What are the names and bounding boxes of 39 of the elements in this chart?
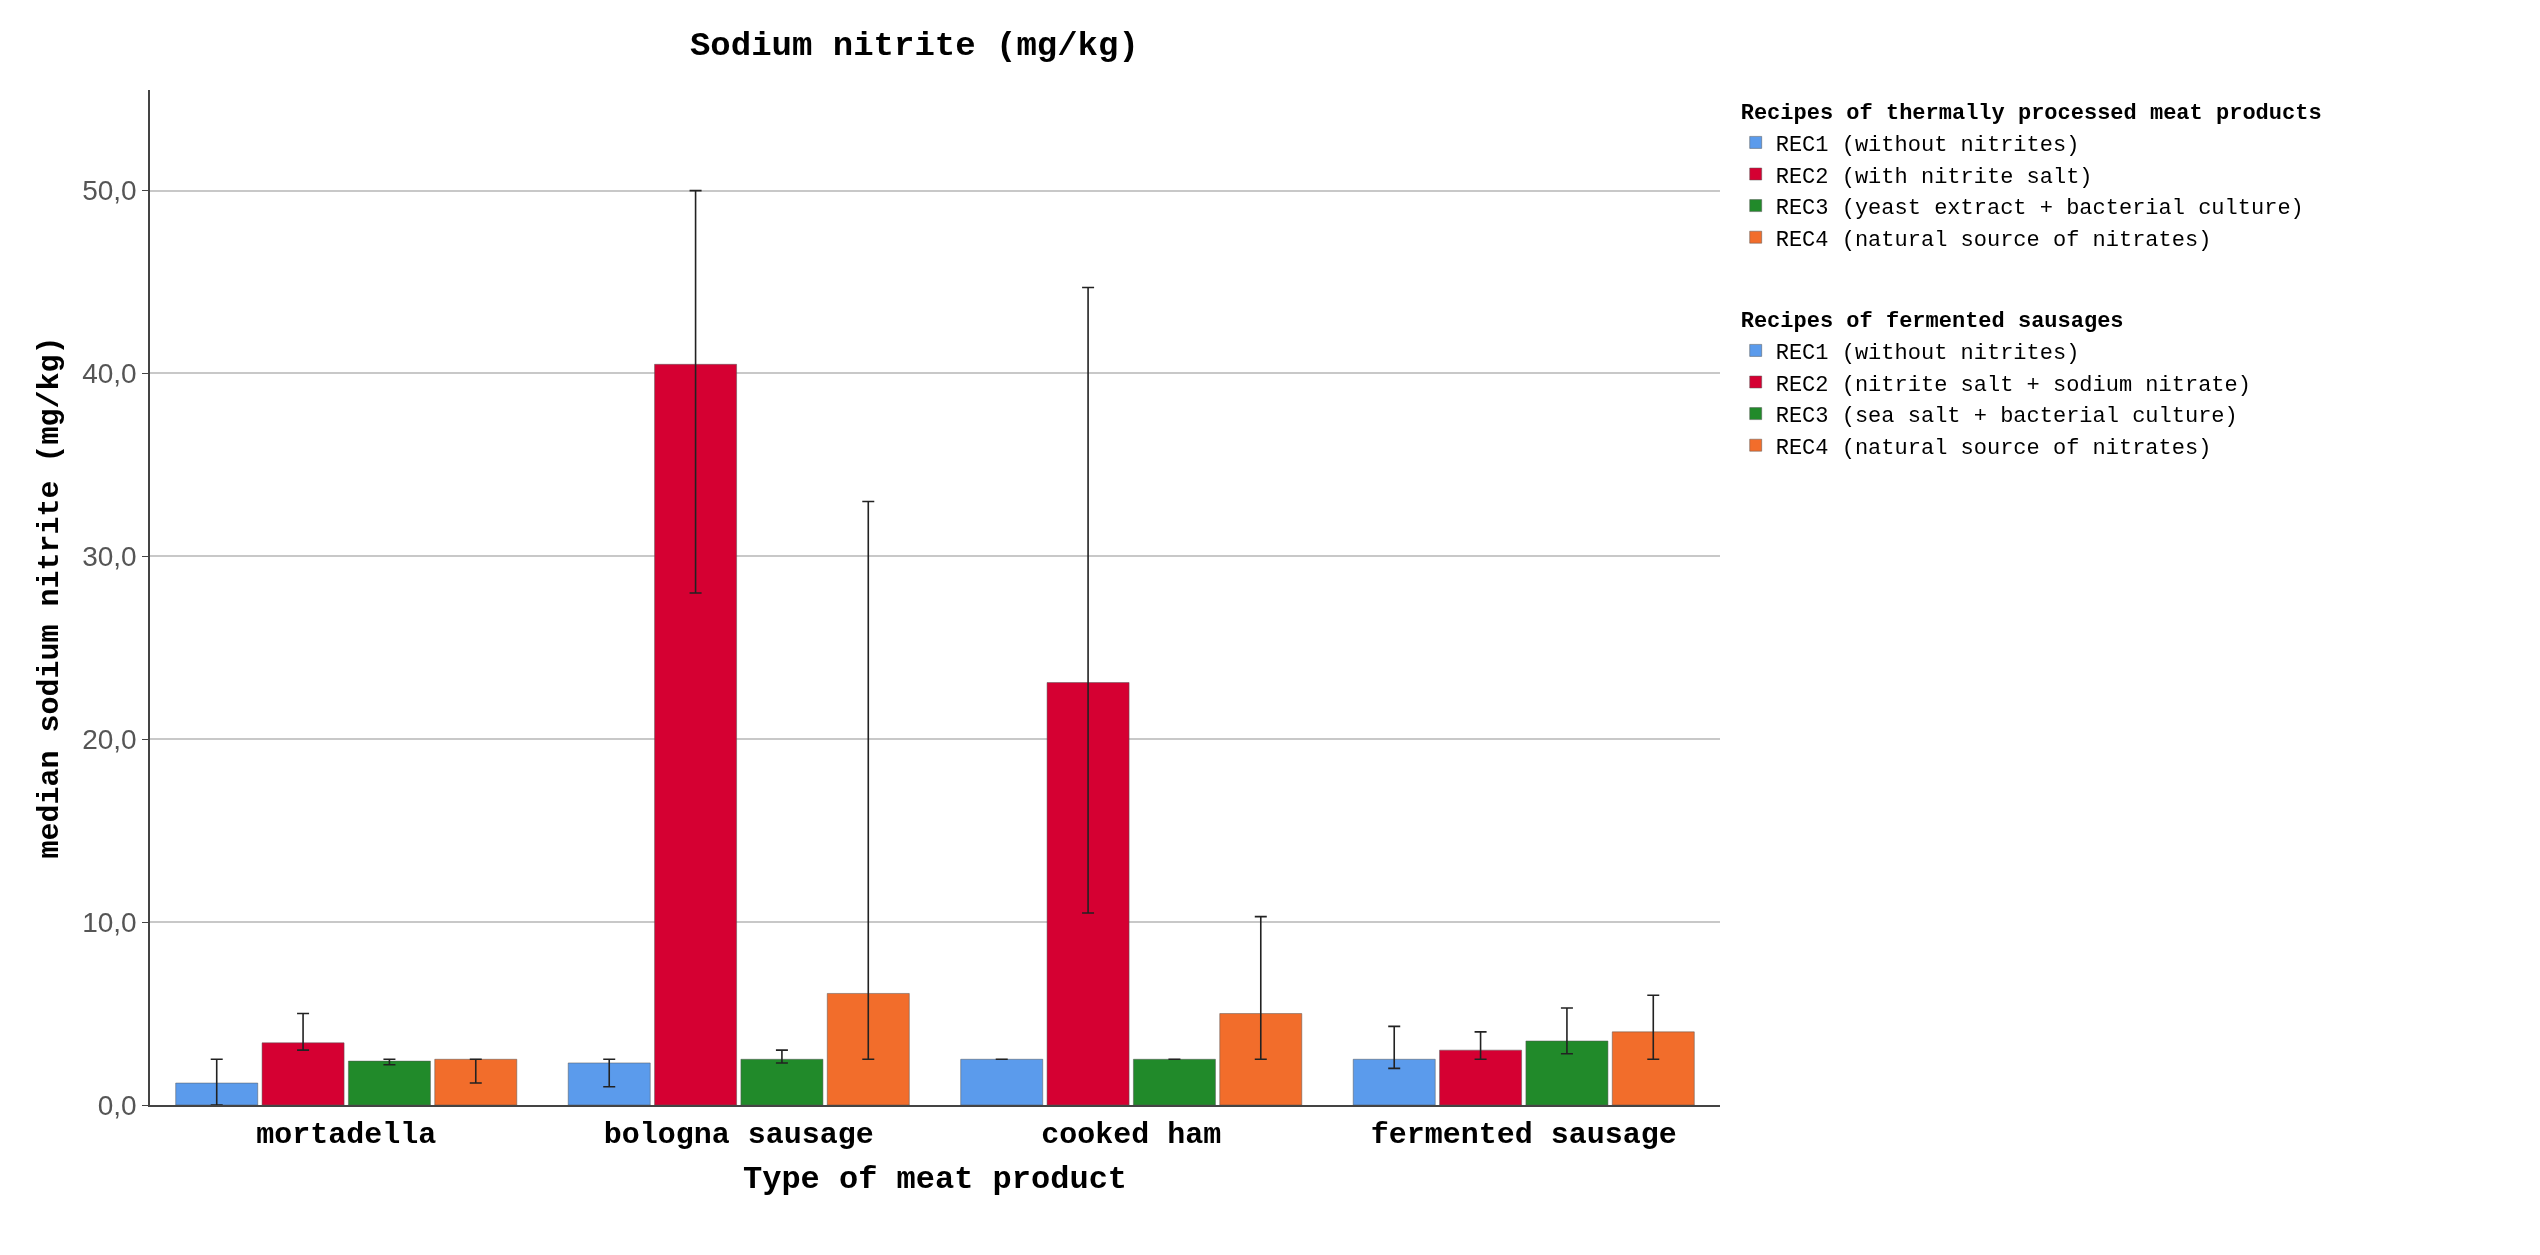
y-tick-label: 10,0 [82, 906, 137, 938]
bar [654, 364, 737, 1105]
bar [1352, 1059, 1436, 1105]
y-tick-label: 20,0 [82, 724, 137, 756]
x-tick-label: cooked ham [1041, 1117, 1222, 1152]
x-axis-title: Type of meat product [742, 1161, 1128, 1199]
bar [175, 1082, 258, 1105]
legend-label: REC3 (sea salt + bacterial culture) [1775, 404, 2238, 430]
chart-title: Sodium nitrite (mg/kg) [689, 27, 1139, 66]
bar [567, 1062, 651, 1105]
legend-label: REC1 (without nitrites) [1775, 132, 2080, 158]
bar [1612, 1031, 1695, 1105]
y-axis-title: median sodium nitrite (mg/kg) [32, 336, 67, 859]
legend-label: REC2 (with nitrite salt) [1775, 164, 2093, 190]
bar [348, 1060, 431, 1105]
bar [960, 1059, 1043, 1105]
bar [740, 1059, 824, 1105]
bar [1133, 1059, 1216, 1105]
legend-label: REC2 (nitrite salt + sodium nitrate) [1775, 372, 2251, 398]
legend-label: REC3 (yeast extract + bacterial culture) [1775, 196, 2304, 222]
text: Recipes of fermented sausages [1740, 309, 2124, 335]
legend-label: REC1 (without nitrites) [1775, 340, 2080, 366]
bar [434, 1059, 518, 1105]
bar [1046, 682, 1130, 1105]
legend-label: REC4 (natural source of nitrates) [1775, 435, 2212, 461]
text: Recipes of thermally processed meat products [1740, 101, 2322, 127]
y-tick-label: 0,0 [97, 1089, 137, 1121]
x-tick-label: fermented sausage [1370, 1117, 1677, 1152]
x-tick-label: mortadella [256, 1117, 437, 1152]
y-tick-label: 30,0 [82, 541, 137, 573]
bar [261, 1042, 345, 1105]
bar [1219, 1013, 1303, 1105]
bar [1525, 1040, 1609, 1105]
bar [827, 993, 910, 1105]
bar [1439, 1049, 1522, 1105]
legend-label: REC4 (natural source of nitrates) [1775, 227, 2212, 253]
x-tick-label: bologna sausage [603, 1117, 874, 1152]
y-tick-label: 50,0 [82, 175, 137, 207]
y-tick-label: 40,0 [82, 358, 137, 390]
